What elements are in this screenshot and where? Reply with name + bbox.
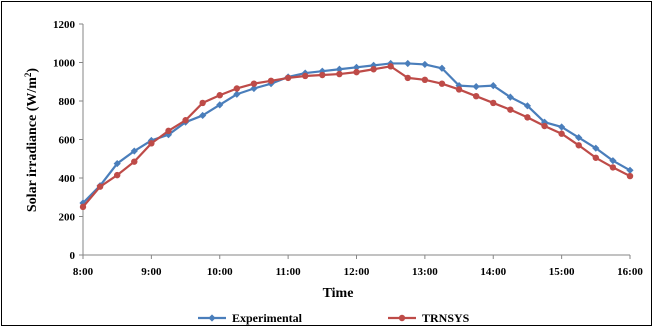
data-point [438, 80, 446, 87]
data-point [387, 63, 394, 70]
data-point [592, 154, 600, 161]
y-tick-label: 200 [59, 212, 76, 224]
data-point [113, 171, 121, 179]
data-point [609, 164, 617, 171]
data-point [370, 66, 377, 73]
data-point [199, 111, 207, 120]
series-trnsys [79, 63, 634, 211]
data-point [79, 199, 87, 207]
data-point [404, 74, 411, 82]
x-tick-label: 9:00 [141, 266, 162, 278]
series-experimental [79, 59, 634, 207]
legend-label: Experimental [232, 311, 303, 325]
legend: Experimental TRNSYS [198, 311, 470, 325]
x-tick-label: 13:00 [412, 266, 438, 278]
x-tick-label: 14:00 [480, 266, 506, 278]
data-point [352, 63, 361, 71]
series-layer [79, 59, 634, 211]
data-point [404, 59, 412, 68]
data-point [609, 157, 617, 165]
x-tick-label: 11:00 [276, 266, 302, 278]
data-point [79, 203, 87, 211]
data-point [558, 123, 566, 131]
data-point [575, 142, 582, 149]
data-point [233, 85, 241, 92]
x-tick-label: 8:00 [73, 266, 94, 278]
legend-item: TRNSYS [388, 311, 470, 325]
data-point [131, 158, 138, 165]
data-point [472, 82, 480, 91]
data-point [541, 122, 548, 130]
data-point [592, 144, 600, 152]
x-axis-title: Time [323, 286, 354, 301]
axes: 0 200 400 600 800 1000 1200 8:00 9:00 10:00 11:00 1… [53, 19, 643, 278]
data-point [319, 71, 326, 79]
y-tick-label: 600 [59, 135, 76, 147]
legend-swatch-marker [398, 314, 406, 322]
data-point [490, 99, 497, 107]
data-point [489, 82, 497, 90]
y-tick-label: 400 [59, 173, 76, 185]
x-tick-label: 15:00 [549, 266, 575, 278]
data-point [216, 92, 223, 99]
x-tick-label: 12:00 [344, 266, 370, 278]
data-point [130, 147, 138, 155]
data-point [113, 159, 121, 168]
data-point [250, 80, 258, 87]
x-tick-label: 16:00 [617, 266, 643, 278]
y-tick-label: 0 [70, 250, 76, 262]
data-point [353, 68, 360, 76]
y-tick-label: 800 [59, 96, 76, 108]
data-point [267, 77, 275, 84]
legend-item: Experimental [198, 311, 303, 325]
data-point [507, 106, 514, 113]
legend-label: TRNSYS [422, 311, 470, 325]
data-point [421, 76, 429, 84]
data-point [250, 84, 258, 93]
data-point [626, 166, 634, 174]
data-point [233, 90, 241, 98]
y-axis-title: Solar irradiance (W/m2) [23, 68, 40, 213]
data-point [216, 101, 224, 109]
data-point [523, 102, 532, 110]
data-point [524, 114, 531, 121]
y-tick-label: 1200 [53, 19, 76, 31]
data-point [438, 64, 446, 72]
data-point [182, 117, 189, 124]
data-point [335, 65, 344, 73]
data-point [148, 140, 155, 147]
data-point [302, 72, 309, 80]
data-point [165, 127, 172, 135]
data-point [506, 93, 514, 101]
data-point [558, 130, 565, 137]
legend-swatch-marker [208, 314, 216, 322]
data-point [96, 183, 104, 190]
data-point [284, 74, 292, 82]
data-point [336, 70, 343, 78]
data-point [199, 99, 206, 107]
data-point [421, 60, 429, 69]
data-point [626, 172, 634, 180]
data-point [455, 86, 463, 93]
data-point [472, 92, 480, 100]
data-point [575, 133, 583, 142]
y-tick-label: 1000 [53, 58, 76, 70]
x-tick-label: 10:00 [207, 266, 233, 278]
